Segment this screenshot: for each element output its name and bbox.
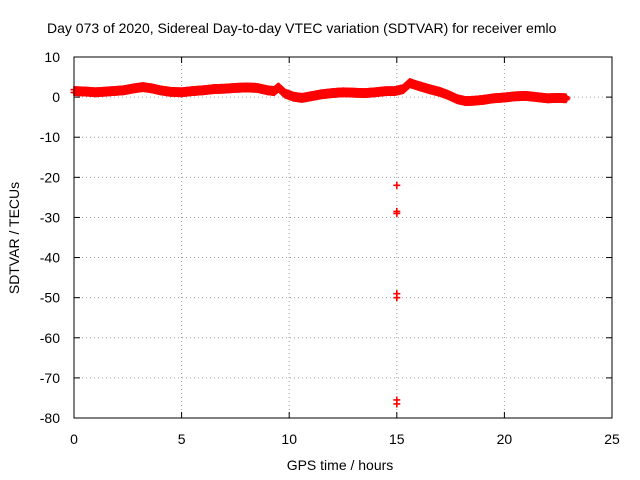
grid-lines xyxy=(74,57,612,418)
y-tick-label: -30 xyxy=(40,209,60,225)
data-point xyxy=(563,94,571,102)
x-tick-label: 15 xyxy=(389,431,405,447)
outlier-point xyxy=(393,400,401,408)
data-points xyxy=(70,78,571,408)
x-axis-label: GPS time / hours xyxy=(287,457,394,473)
y-tick-label: -50 xyxy=(40,290,60,306)
x-axis-ticks: 0 5 10 15 20 25 xyxy=(70,57,620,447)
y-tick-label: 10 xyxy=(44,49,60,65)
x-tick-label: 20 xyxy=(497,431,513,447)
x-tick-label: 5 xyxy=(178,431,186,447)
y-tick-label: 0 xyxy=(52,89,60,105)
y-axis-label: SDTVAR / TECUs xyxy=(6,182,22,294)
y-axis-ticks: 10 0 -10 -20 -30 -40 -50 -60 -70 -80 xyxy=(40,49,612,426)
y-tick-label: -60 xyxy=(40,330,60,346)
outlier-point xyxy=(393,209,401,217)
y-tick-label: -20 xyxy=(40,169,60,185)
x-tick-label: 25 xyxy=(604,431,620,447)
outlier-point xyxy=(393,294,401,302)
y-tick-label: -10 xyxy=(40,129,60,145)
x-tick-label: 0 xyxy=(70,431,78,447)
outlier-point xyxy=(393,181,401,189)
plot-frame xyxy=(73,56,613,419)
chart-title: Day 073 of 2020, Sidereal Day-to-day VTE… xyxy=(47,20,557,36)
y-tick-label: -70 xyxy=(40,370,60,386)
y-tick-label: -40 xyxy=(40,250,60,266)
y-tick-label: -80 xyxy=(40,410,60,426)
x-tick-label: 10 xyxy=(281,431,297,447)
